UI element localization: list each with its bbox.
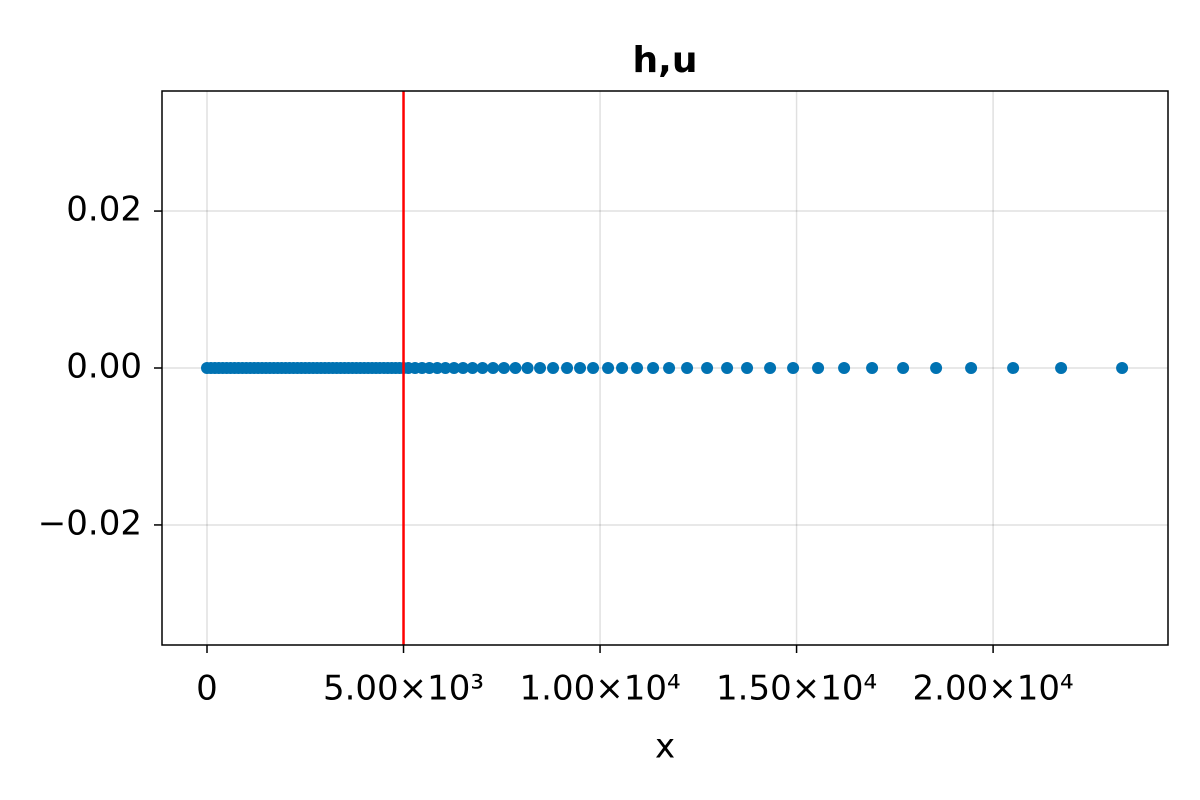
point	[681, 362, 694, 374]
point	[561, 362, 574, 374]
point	[466, 362, 479, 374]
y-tick-label: 0.02	[66, 190, 142, 230]
point	[509, 362, 522, 374]
point	[930, 362, 943, 374]
point	[1116, 362, 1129, 374]
point	[587, 362, 600, 374]
point	[1007, 362, 1020, 374]
point	[497, 362, 510, 374]
x-axis-label: x	[655, 727, 675, 767]
x-tick-label: 1.00×10⁴	[520, 669, 681, 709]
point	[547, 362, 560, 374]
point	[487, 362, 500, 374]
point	[1055, 362, 1068, 374]
point	[647, 362, 660, 374]
point	[965, 362, 978, 374]
x-tick-label: 1.50×10⁴	[716, 669, 877, 709]
point	[838, 362, 851, 374]
x-tick-label: 2.00×10⁴	[913, 669, 1074, 709]
x-tick-label: 5.00×10³	[323, 669, 484, 709]
point	[457, 362, 470, 374]
point	[448, 362, 461, 374]
point	[787, 362, 800, 374]
plot-frame	[161, 90, 1169, 646]
point	[476, 362, 489, 374]
point	[897, 362, 910, 374]
point	[812, 362, 825, 374]
point	[631, 362, 644, 374]
point	[602, 362, 615, 374]
point	[764, 362, 777, 374]
point	[741, 362, 754, 374]
y-tick-label: −0.02	[38, 503, 142, 543]
point	[574, 362, 587, 374]
point	[521, 362, 534, 374]
point	[701, 362, 714, 374]
point	[663, 362, 676, 374]
point	[439, 362, 452, 374]
point	[721, 362, 734, 374]
point	[616, 362, 629, 374]
y-tick-label: 0.00	[66, 347, 142, 387]
point	[534, 362, 547, 374]
point	[866, 362, 879, 374]
chart-title: h,u	[633, 40, 698, 81]
x-tick-label: 0	[196, 669, 218, 709]
